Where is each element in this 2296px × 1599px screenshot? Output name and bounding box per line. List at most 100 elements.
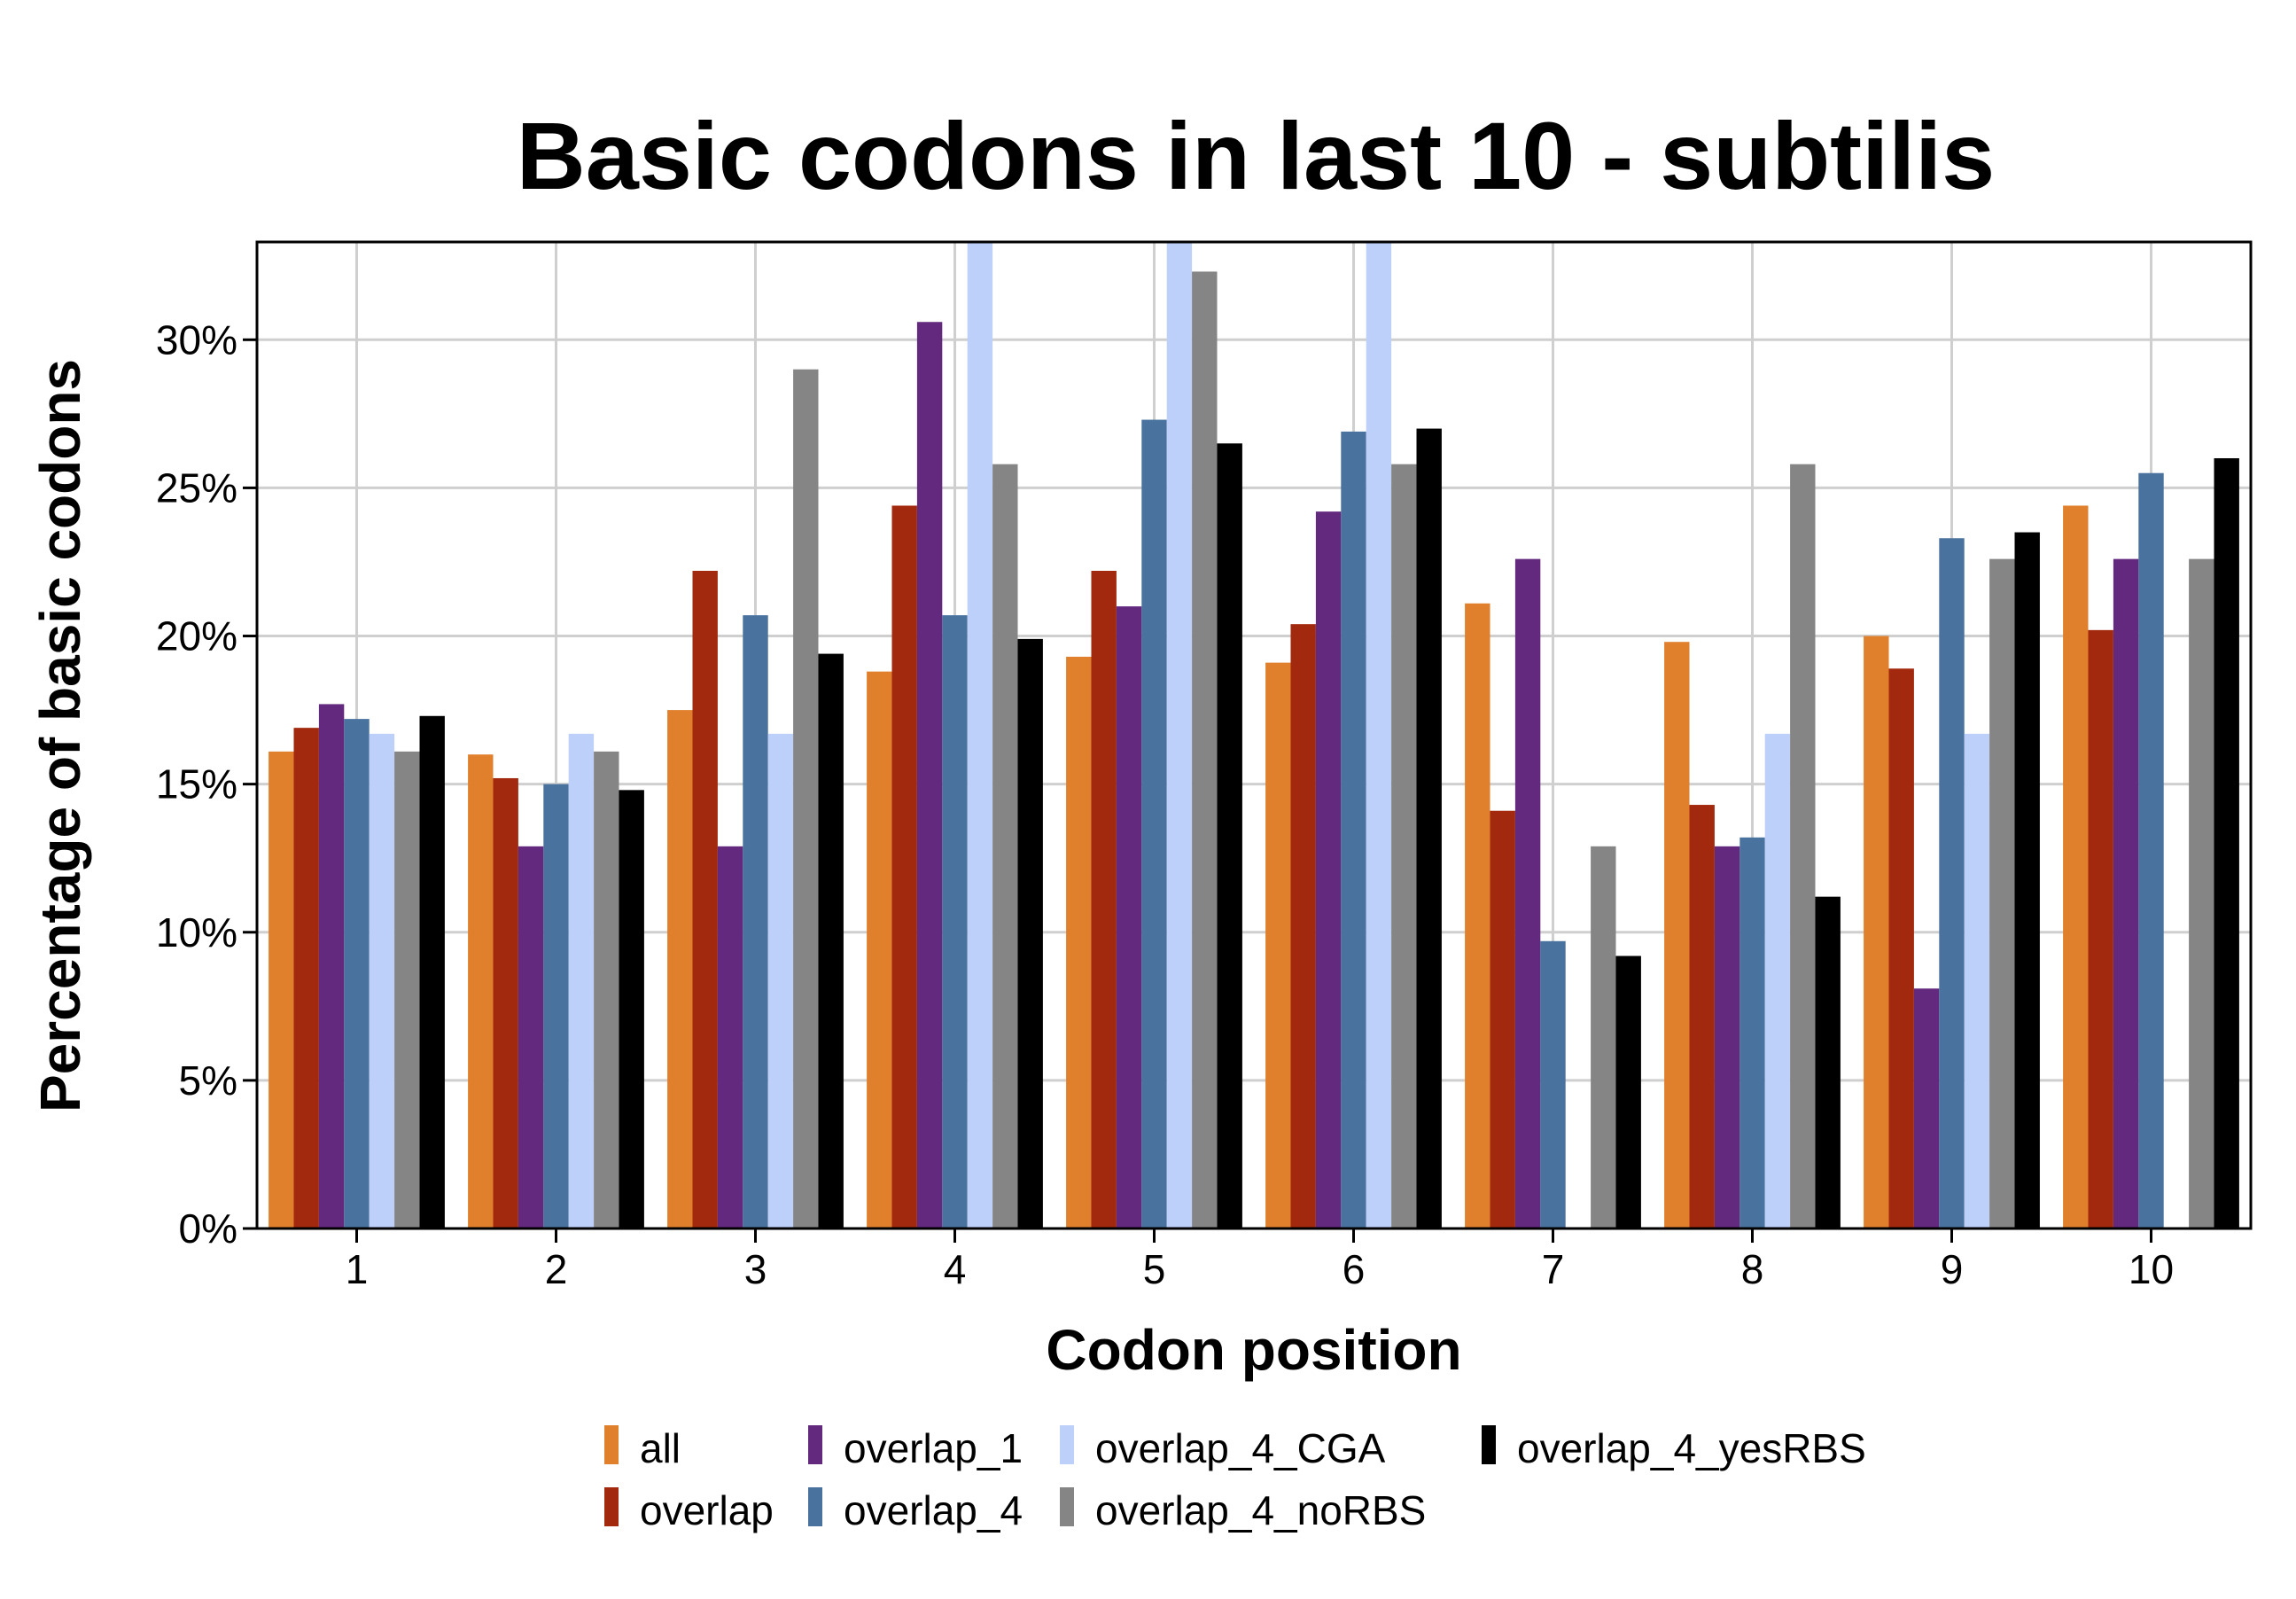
bar-overlap-2	[493, 777, 518, 1228]
bar-overlap_1-8	[1714, 846, 1740, 1228]
bar-overlap_4_yesRBS-4	[1017, 638, 1043, 1228]
bar-overlap-3	[692, 571, 718, 1228]
bar-overlap_4_yesRBS-1	[419, 715, 445, 1228]
bar-overlap-4	[891, 505, 917, 1228]
bar-overlap_1-1	[318, 704, 345, 1228]
bar-overlap-5	[1091, 571, 1117, 1228]
bar-overlap_4-8	[1740, 837, 1765, 1228]
legend-swatch-overlap_4	[808, 1487, 822, 1526]
bar-overlap_4_noRBS-1	[394, 751, 420, 1228]
y-axis-label: Percentage of basic codons	[28, 359, 92, 1112]
bar-overlap_4_CGA-3	[767, 733, 794, 1228]
bar-overlap_4_noRBS-8	[1790, 464, 1816, 1228]
x-tick-label: 6	[1343, 1246, 1366, 1292]
legend-label-overlap_4_noRBS: overlap_4_noRBS	[1095, 1487, 1426, 1533]
bar-overlap_4_yesRBS-2	[619, 790, 644, 1228]
bar-all-8	[1664, 642, 1690, 1228]
bar-overlap_4-7	[1540, 940, 1566, 1228]
legend-swatch-overlap_4_CGA	[1060, 1425, 1074, 1464]
x-tick-label: 10	[2129, 1246, 2174, 1292]
bar-overlap_4_yesRBS-8	[1815, 896, 1841, 1228]
bar-overlap_4_noRBS-4	[992, 464, 1018, 1228]
plot-frame	[255, 240, 2253, 1230]
bar-overlap_4_CGA-9	[1964, 733, 1990, 1228]
bar-overlap_4_noRBS-9	[1989, 558, 2015, 1228]
bar-overlap_4-3	[743, 615, 768, 1228]
legend-swatch-overlap	[604, 1487, 619, 1526]
bar-overlap_1-3	[717, 846, 743, 1228]
bar-overlap_4_noRBS-3	[793, 369, 819, 1229]
bar-overlap_4_CGA-5	[1166, 242, 1193, 1228]
legend-label-overlap_1: overlap_1	[844, 1425, 1023, 1471]
legend-label-all: all	[640, 1425, 681, 1471]
bar-overlap_4_CGA-6	[1366, 242, 1392, 1228]
bar-overlap_4_yesRBS-9	[2014, 532, 2040, 1228]
bar-overlap_4_yesRBS-7	[1615, 956, 1641, 1228]
x-axis: 1 2 3 4 5 6 7 8 9 10	[346, 1228, 2174, 1292]
bar-overlap_4_noRBS-5	[1192, 271, 1218, 1228]
legend-swatch-overlap_1	[808, 1425, 822, 1464]
bar-all-6	[1265, 662, 1291, 1228]
bar-overlap_4-10	[2138, 472, 2164, 1228]
y-tick-label: 5%	[179, 1057, 237, 1104]
bar-overlap-9	[1888, 668, 1914, 1228]
bar-overlap_1-6	[1315, 511, 1342, 1228]
bar-overlap_4_CGA-8	[1764, 733, 1791, 1228]
bar-all-4	[867, 671, 892, 1228]
bar-overlap_1-5	[1116, 606, 1142, 1228]
bar-overlap_4_CGA-1	[369, 733, 395, 1228]
bar-overlap_1-2	[518, 846, 544, 1228]
bar-overlap_1-4	[916, 322, 943, 1228]
bar-overlap_4-9	[1939, 538, 1965, 1228]
legend-label-overlap_4: overlap_4	[844, 1487, 1023, 1533]
y-tick-label: 20%	[156, 613, 237, 659]
bar-overlap_4_noRBS-6	[1391, 464, 1417, 1228]
bar-overlap-7	[1490, 810, 1515, 1228]
bar-all-10	[2063, 505, 2089, 1228]
bar-overlap_4_noRBS-10	[2189, 558, 2214, 1228]
bar-overlap_4-2	[543, 784, 569, 1228]
bar-overlap_1-10	[2113, 558, 2139, 1228]
bars	[269, 242, 2239, 1229]
legend-label-overlap_4_yesRBS: overlap_4_yesRBS	[1517, 1425, 1866, 1471]
bar-all-7	[1465, 603, 1490, 1228]
x-tick-label: 8	[1741, 1246, 1764, 1292]
y-tick-label: 10%	[156, 909, 237, 956]
bar-overlap_4_CGA-2	[568, 733, 595, 1228]
bar-overlap_4_noRBS-7	[1591, 846, 1616, 1228]
x-axis-label: Codon position	[1046, 1318, 1461, 1382]
bar-all-1	[269, 751, 294, 1228]
bar-overlap-1	[293, 728, 319, 1228]
bar-overlap_4-1	[344, 719, 370, 1228]
x-tick-label: 3	[744, 1246, 767, 1292]
bar-overlap_4_CGA-4	[967, 242, 993, 1228]
bar-overlap_4_yesRBS-3	[818, 653, 844, 1228]
bar-overlap_4_yesRBS-6	[1416, 428, 1442, 1228]
legend-swatch-all	[604, 1425, 619, 1464]
legend-label-overlap: overlap	[640, 1487, 774, 1533]
legend-swatch-overlap_4_yesRBS	[1482, 1425, 1496, 1464]
bar-overlap_4-6	[1341, 431, 1366, 1228]
bar-overlap_1-9	[1913, 988, 1940, 1228]
x-tick-label: 7	[1542, 1246, 1565, 1292]
bar-overlap_4-5	[1141, 419, 1167, 1228]
bar-overlap_4_yesRBS-10	[2214, 457, 2239, 1228]
x-tick-label: 9	[1941, 1246, 1964, 1292]
y-tick-label: 0%	[179, 1205, 237, 1252]
bar-all-9	[1864, 636, 1889, 1228]
bar-overlap-6	[1290, 624, 1316, 1228]
legend-swatch-overlap_4_noRBS	[1060, 1487, 1074, 1526]
x-tick-label: 1	[346, 1246, 369, 1292]
bar-overlap-8	[1689, 805, 1715, 1228]
chart-title: Basic codons in last 10 - subtilis	[517, 102, 1995, 209]
x-tick-label: 2	[545, 1246, 568, 1292]
x-tick-label: 4	[944, 1246, 967, 1292]
y-tick-label: 30%	[156, 316, 237, 363]
bar-overlap-10	[2088, 629, 2113, 1228]
y-tick-label: 15%	[156, 761, 237, 807]
legend-label-overlap_4_CGA: overlap_4_CGA	[1095, 1425, 1386, 1471]
legend: all overlap overlap_1 overlap_4 overlap_4_CG…	[604, 1425, 1866, 1533]
y-tick-label: 25%	[156, 464, 237, 511]
bar-overlap_4_yesRBS-5	[1217, 443, 1242, 1228]
